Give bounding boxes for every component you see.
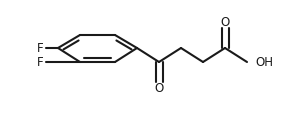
Text: O: O: [154, 81, 164, 95]
Text: O: O: [220, 15, 230, 29]
Text: F: F: [37, 41, 43, 55]
Text: F: F: [37, 55, 43, 69]
Text: OH: OH: [255, 55, 273, 69]
